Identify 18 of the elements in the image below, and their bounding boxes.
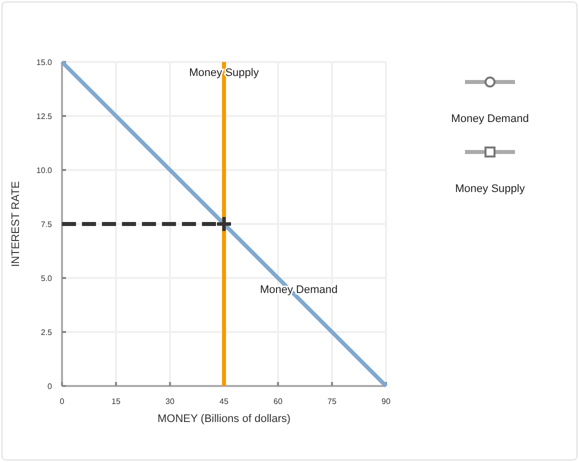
y-tick-label: 10.0 — [36, 166, 53, 175]
x-tick-label: 90 — [382, 397, 391, 406]
x-tick-label: 75 — [328, 397, 337, 406]
x-tick-label: 45 — [220, 397, 229, 406]
y-tick-label: 12.5 — [36, 112, 53, 121]
y-axis-title: INTEREST RATE — [10, 181, 22, 267]
y-tick-label: 5.0 — [40, 274, 53, 283]
x-tick-label: 0 — [60, 397, 65, 406]
text: Money Supply — [455, 183, 525, 195]
y-tick-label: 15.0 — [36, 58, 53, 67]
x-tick-label: 60 — [274, 397, 283, 406]
x-tick-label: 15 — [112, 397, 121, 406]
y-tick-label: 7.5 — [40, 220, 53, 229]
y-tick-label: 2.5 — [40, 328, 53, 337]
x-axis-title: MONEY (Billions of dollars) — [157, 413, 291, 425]
x-tick-label: 30 — [166, 397, 175, 406]
text: Money Demand — [451, 113, 529, 125]
y-tick-label: 0 — [48, 382, 53, 391]
